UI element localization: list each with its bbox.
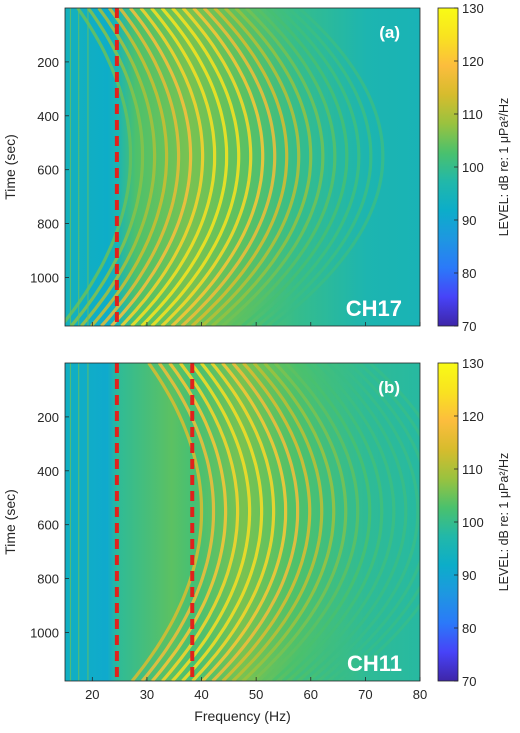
striation-band (110, 8, 193, 326)
striation-band (190, 8, 289, 326)
striation-band (180, 8, 277, 326)
striation-band (231, 363, 324, 681)
colorbar-tick-label: 130 (462, 1, 484, 16)
y-tick-label: 800 (37, 217, 59, 232)
x-axis-ticks-a (91, 322, 421, 326)
striation-band (65, 8, 133, 324)
striation-band (171, 363, 252, 681)
striation-band (130, 8, 217, 326)
striation-band (251, 363, 348, 681)
striation-band (261, 363, 360, 681)
y-axis-label-b: Time (sec) (2, 489, 18, 555)
striation-band (342, 363, 420, 681)
x-axis-ticks-b: 20 30 40 50 60 70 80 (85, 677, 427, 702)
colorbar-b (438, 363, 458, 681)
striation-band (201, 363, 288, 681)
striation-band (150, 8, 241, 326)
plot-frame-b (64, 362, 421, 682)
striation-band (120, 8, 205, 326)
striation-band (282, 363, 384, 681)
y-tick-label: 400 (37, 464, 59, 479)
colorbar-label-a: LEVEL: dB re: 1 μPa²/Hz (497, 98, 511, 237)
colorbar-tick-label: 120 (462, 409, 484, 424)
colorbar-ticks-b: 70 80 90 100 110 120 130 (454, 356, 484, 689)
striation-band (302, 363, 408, 681)
y-tick-label: 800 (37, 572, 59, 587)
striation-band (181, 363, 264, 681)
y-axis-ticks-b: 200 400 600 800 1000 (30, 410, 69, 640)
y-axis-label-a: Time (sec) (2, 134, 18, 200)
reference-lines-b (114, 363, 195, 681)
y-tick-label: 400 (37, 109, 59, 124)
striation-band (241, 8, 349, 326)
striation-band (211, 363, 300, 681)
colorbar-label-b: LEVEL: dB re: 1 μPa²/Hz (497, 453, 511, 592)
striation-band (130, 363, 204, 681)
striation-band (251, 8, 361, 326)
channel-label-a: CH17 (346, 296, 402, 321)
channel-label-b: CH11 (347, 651, 402, 676)
y-tick-label: 200 (37, 55, 59, 70)
x-tick-label: 60 (304, 687, 318, 702)
colorbar-tick-label: 90 (462, 568, 476, 583)
x-tick-label: 30 (140, 687, 154, 702)
y-tick-label: 1000 (30, 270, 59, 285)
striation-band (312, 363, 420, 681)
colorbar-tick-label: 100 (462, 160, 484, 175)
x-tick-label: 80 (413, 687, 427, 702)
striation-band (322, 363, 420, 681)
striation-band (80, 8, 157, 326)
striation-band (191, 363, 276, 681)
striation-band (221, 363, 312, 681)
striation-band (140, 8, 229, 326)
panel-label-a: (a) (379, 23, 400, 42)
x-tick-label: 50 (249, 687, 263, 702)
striation-band (100, 8, 181, 326)
colorbar-ticks-a: 70 80 90 100 110 120 130 (454, 1, 484, 334)
x-axis-label: Frequency (Hz) (194, 708, 290, 724)
y-axis-ticks-a: 200 400 600 800 1000 (30, 55, 69, 285)
striation-band (272, 363, 372, 681)
panel-b: 20 30 40 50 60 70 80 200 400 600 800 1000 Time (se… (2, 356, 511, 724)
striation-band (69, 8, 145, 326)
panel-a: 200 400 600 800 1000 Time (sec) (a) CH17 70 8… (2, 1, 511, 334)
striation-band (160, 8, 253, 326)
y-tick-label: 600 (37, 518, 59, 533)
striation-band (201, 8, 301, 326)
colorbar-tick-label: 80 (462, 266, 476, 281)
striation-band (332, 363, 420, 681)
striation-band (90, 8, 169, 326)
striation-band (241, 363, 336, 681)
colorbar-tick-label: 80 (462, 621, 476, 636)
striation-band (271, 8, 385, 326)
panel-label-b: (b) (378, 378, 400, 397)
colorbar-tick-label: 120 (462, 54, 484, 69)
striation-band (211, 8, 313, 326)
colorbar-tick-label: 90 (462, 213, 476, 228)
x-tick-label: 40 (194, 687, 208, 702)
colorbar-tick-label: 100 (462, 515, 484, 530)
striation-band (292, 363, 396, 681)
y-tick-label: 200 (37, 410, 59, 425)
colorbar-tick-label: 110 (462, 107, 483, 122)
y-tick-label: 1000 (30, 625, 59, 640)
striation-band (231, 8, 337, 326)
colorbar-tick-label: 70 (462, 319, 476, 334)
striation-band (261, 8, 373, 326)
colorbar-tick-label: 70 (462, 674, 476, 689)
striation-band (170, 8, 265, 326)
colorbar-tick-label: 130 (462, 356, 484, 371)
x-tick-label: 70 (358, 687, 372, 702)
y-tick-label: 600 (37, 163, 59, 178)
striation-band (221, 8, 325, 326)
plot-frame-a (64, 7, 421, 327)
striation-band (161, 363, 240, 681)
colorbar-a (438, 8, 458, 326)
x-tick-label: 20 (85, 687, 99, 702)
colorbar-tick-label: 110 (462, 462, 483, 477)
striation-layer-a (65, 8, 385, 326)
